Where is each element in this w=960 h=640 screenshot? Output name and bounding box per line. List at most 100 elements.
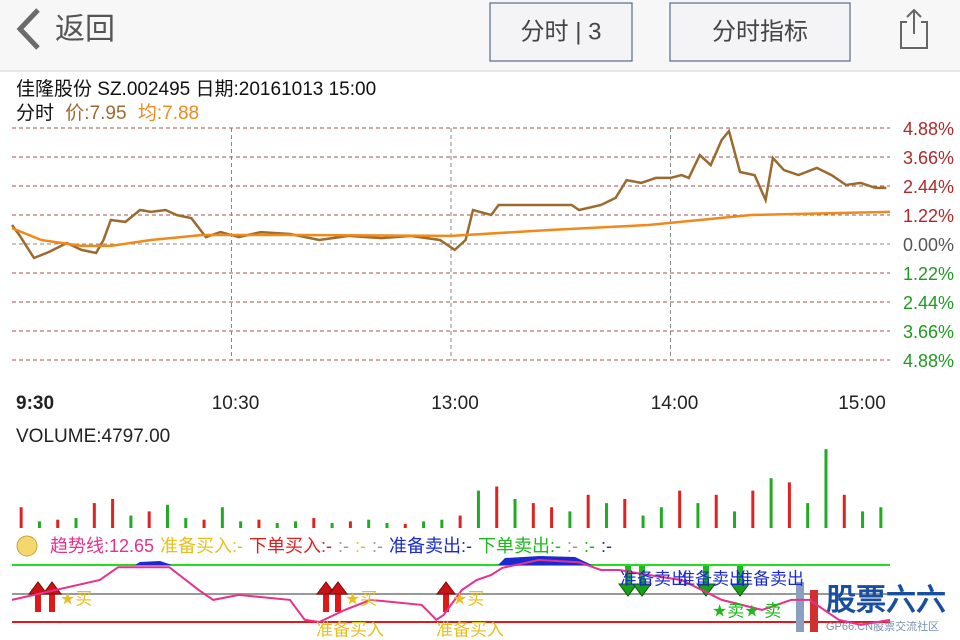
signal-label: 准备卖出 [620,569,688,588]
volume-bar [513,498,517,528]
mode-label: 分时 [16,102,54,124]
signal-label: 准备卖出 [736,569,804,588]
signal-label: ★买 [345,589,377,608]
volume-bar [403,523,407,528]
indicator-text: 下单卖出:- [478,536,561,556]
avg-label: 均:7.88 [138,102,199,124]
indicator-text: :- [338,536,349,556]
volume-bar [165,504,169,528]
price-line [10,128,887,260]
y-tick-label: 2.44% [903,293,954,313]
volume-bar [129,515,133,528]
volume-bar [824,449,828,528]
indicator-text: 趋势线:12.65 [50,536,154,556]
stock-info: 佳隆股份 SZ.002495 日期:20161013 15:00 [16,78,376,100]
volume-bar [842,494,846,528]
volume-bar [111,498,115,528]
volume-bar [239,521,243,528]
volume-bar [696,503,700,528]
volume-bar [861,511,865,528]
buy-arrow [316,581,336,613]
indicator-text: 准备买入:- [160,536,243,556]
y-tick-label: 3.66% [903,322,954,342]
volume-bar [568,511,572,528]
tab-button[interactable] [669,2,851,62]
volume-bar [787,482,791,528]
indicator-legend: 趋势线:12.65 准备买入:- 下单买入:- :- :- :- 准备卖出:- 下单卖出:-:… [50,536,612,556]
trend-line [11,558,891,626]
volume-label: VOLUME:4797.00 [16,426,170,447]
volume-bar [623,498,627,528]
volume-bar [220,507,224,528]
volume-bar [476,490,480,528]
volume-bar [275,523,279,528]
x-tick-label: 10:30 [212,393,260,414]
buy-arrow [28,581,48,613]
volume-bar [733,511,737,528]
y-tick-label: 1.22% [903,264,954,284]
buy-arrow [42,581,62,613]
y-tick-label: 2.44% [903,177,954,197]
indicator-text: 准备卖出:- [389,536,472,556]
volume-bar [458,515,462,528]
volume-bar [37,521,41,528]
volume-bar [550,507,554,528]
indicator-text: :- [355,536,366,556]
volume-bar [348,521,352,528]
indicator-text: :- [567,536,578,556]
volume-bar [751,490,755,528]
signal-label: 准备买入 [436,620,504,639]
volume-bar [879,507,883,528]
tab-label[interactable]: 分时指标 [712,18,808,45]
logo-bar [810,590,818,632]
volume-bar [586,494,590,528]
indicator-text: :- [584,536,595,556]
volume-bar [294,521,298,528]
back-button[interactable]: 返回 [55,13,115,46]
volume-bar [56,519,60,528]
volume-bar [495,486,499,528]
logo-bar [796,582,804,632]
volume-bar [531,503,535,528]
volume-bar [147,511,151,528]
sell-zone [135,556,592,565]
x-tick-label: 9:30 [16,393,54,414]
volume-bar [257,519,261,528]
volume-bar [330,523,334,528]
volume-bar [367,519,371,528]
tab-button[interactable] [489,2,633,62]
signal-label: ★买 [452,589,484,608]
volume-bar [714,494,718,528]
mood-icon [16,535,38,557]
y-tick-label: 0.00% [903,235,954,255]
volume-bar [312,518,316,528]
quote-line: 分时 价:7.95 均:7.88 [16,102,199,124]
signal-label: 准备买入 [316,620,384,639]
volume-bar [74,518,78,528]
volume-bar [641,515,645,528]
y-tick-label: 3.66% [903,148,954,168]
volume-bar [184,518,188,528]
x-tick-label: 14:00 [651,393,699,414]
volume-bar [604,503,608,528]
share-icon[interactable] [900,8,928,49]
price-line [11,210,891,248]
y-tick-label: 4.88% [903,119,954,139]
signal-label: 准备卖出 [678,569,746,588]
volume-bar [202,519,206,528]
indicator-text: :- [601,536,612,556]
signal-label: ★买 [60,589,92,608]
price-label: 价:7.95 [65,103,126,124]
y-tick-label: 1.22% [903,206,954,226]
indicator-text: 下单买入:- [249,536,332,556]
volume-bar [806,503,810,528]
x-tick-label: 13:00 [431,393,479,414]
x-tick-label: 15:00 [838,393,886,414]
back-icon[interactable] [16,8,40,50]
volume-bar [440,519,444,528]
volume-bar [92,503,96,528]
volume-bar [19,507,23,528]
tab-label[interactable]: 分时 | 3 [521,18,602,45]
indicator-text: :- [372,536,383,556]
